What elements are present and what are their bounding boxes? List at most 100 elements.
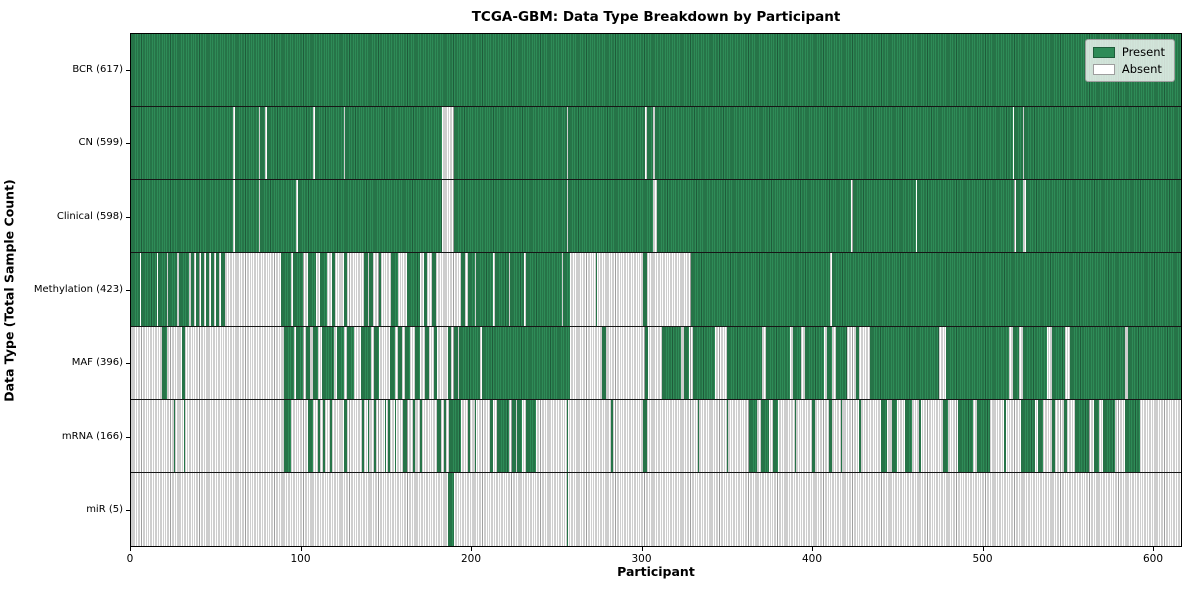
present-segment — [792, 326, 802, 400]
present-segment — [690, 253, 831, 327]
present-segment — [794, 399, 797, 473]
chart-title: TCGA-GBM: Data Type Breakdown by Partici… — [471, 9, 841, 25]
present-segment — [347, 326, 354, 400]
present-segment — [1063, 399, 1067, 473]
present-segment — [168, 253, 177, 327]
present-segment — [697, 399, 700, 473]
present-segment — [1004, 399, 1006, 473]
x-tick-label: 200 — [460, 553, 482, 565]
present-segment — [131, 180, 234, 254]
present-segment — [656, 180, 851, 254]
present-segment — [178, 253, 189, 327]
present-segment — [292, 253, 303, 327]
x-tick-mark — [130, 547, 131, 551]
present-segment — [1021, 399, 1035, 473]
present-segment — [398, 326, 402, 400]
present-segment — [568, 107, 645, 181]
present-segment — [280, 253, 291, 327]
present-segment — [306, 326, 310, 400]
present-segment — [425, 326, 429, 400]
heatmap-row-mRNA — [131, 399, 1181, 473]
present-segment — [447, 326, 451, 400]
present-segment — [835, 326, 848, 400]
present-segment — [313, 326, 319, 400]
present-segment — [195, 253, 200, 327]
present-segment — [314, 107, 344, 181]
present-segment — [447, 472, 455, 546]
present-segment — [869, 326, 940, 400]
row-divider — [131, 471, 1181, 473]
present-segment — [510, 253, 525, 327]
present-segment — [307, 399, 314, 473]
present-segment — [319, 253, 327, 327]
x-tick-label: 100 — [290, 553, 311, 565]
present-segment — [1012, 326, 1020, 400]
present-segment — [661, 326, 681, 400]
present-segment — [260, 180, 297, 254]
y-tick-label-mRNA: mRNA (166) — [61, 430, 123, 442]
present-segment — [496, 399, 509, 473]
present-segment — [1094, 399, 1100, 473]
x-tick-mark — [471, 547, 472, 551]
present-segment — [387, 399, 390, 473]
heatmap-row-miR — [131, 472, 1181, 546]
present-segment — [296, 326, 303, 400]
x-tick-mark — [300, 547, 302, 551]
present-segment — [566, 472, 569, 546]
present-segment — [855, 326, 860, 400]
heatmap-row-Methylation — [131, 253, 1181, 327]
present-segment — [384, 399, 387, 473]
present-segment — [525, 399, 537, 473]
present-segment — [804, 326, 824, 400]
present-segment — [205, 253, 210, 327]
present-segment — [765, 326, 790, 400]
y-tick-mark — [126, 436, 130, 438]
present-segment — [490, 399, 494, 473]
present-segment — [437, 399, 441, 473]
present-segment — [210, 253, 215, 327]
present-segment — [423, 253, 428, 327]
x-tick-label: 500 — [972, 553, 993, 565]
present-segment — [131, 34, 1181, 108]
present-segment — [1070, 326, 1125, 400]
y-tick-mark — [126, 69, 130, 71]
x-tick-label: 0 — [126, 553, 134, 565]
present-segment — [891, 399, 897, 473]
x-tick-mark — [812, 547, 813, 551]
present-segment — [403, 399, 407, 473]
present-segment — [976, 399, 991, 473]
present-segment — [131, 253, 140, 327]
present-segment — [336, 326, 344, 400]
row-divider — [131, 325, 1181, 327]
present-segment — [917, 180, 1015, 254]
present-segment — [517, 399, 523, 473]
present-segment — [321, 326, 334, 400]
present-segment — [284, 399, 291, 473]
present-segment — [655, 107, 1013, 181]
present-segment — [568, 180, 654, 254]
present-segment — [221, 253, 225, 327]
legend-label: Absent — [1121, 62, 1162, 76]
present-segment — [828, 399, 833, 473]
present-segment — [343, 253, 348, 327]
present-segment — [307, 253, 317, 327]
x-tick-label: 600 — [1142, 553, 1164, 565]
present-segment — [726, 399, 729, 473]
y-tick-mark — [126, 510, 130, 512]
present-segment — [394, 399, 397, 473]
present-segment — [454, 326, 458, 400]
y-tick-label-MAF: MAF (396) — [71, 357, 123, 369]
heatmap-rows — [131, 34, 1181, 546]
y-tick-label-miR: miR (5) — [86, 504, 123, 516]
row-divider — [131, 179, 1181, 181]
present-segment — [1051, 399, 1056, 473]
present-segment — [958, 399, 974, 473]
present-segment — [432, 253, 436, 327]
present-segment — [467, 399, 470, 473]
present-segment — [610, 399, 613, 473]
present-segment — [345, 107, 443, 181]
present-segment — [760, 399, 770, 473]
present-segment — [216, 253, 220, 327]
y-tick-label-CN: CN (599) — [78, 137, 123, 149]
